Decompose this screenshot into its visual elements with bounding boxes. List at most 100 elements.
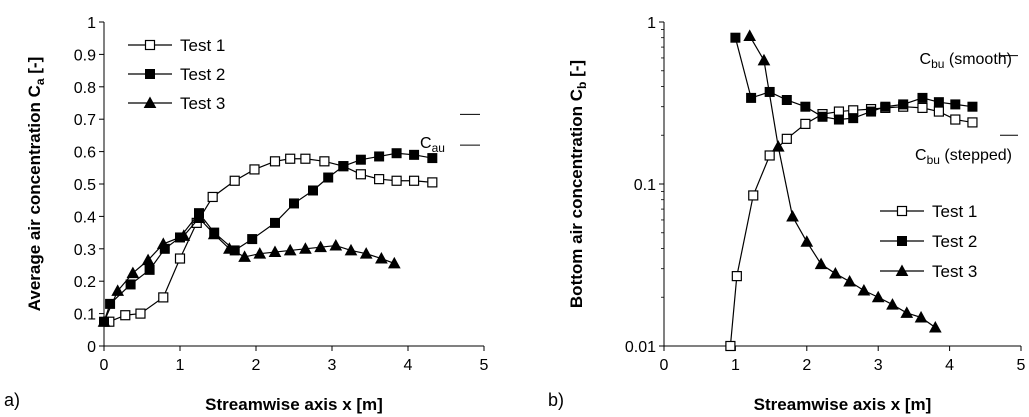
legend-marker [144, 39, 156, 51]
chart-panel-a: 0 1 2 3 4 5 0 0.1 0.2 0.3 0.4 0.5 0.6 0.7 0.8 0.9 1 Strea… [4, 15, 489, 414]
y-tick-label: 0.2 [74, 274, 96, 291]
data-point-series-3 [900, 306, 914, 318]
x-axis-title: Streamwise axis x [m] [205, 395, 383, 414]
data-point-series-3 [207, 227, 221, 240]
data-point-series-3 [914, 310, 928, 323]
data-point-series-1 [731, 271, 742, 282]
data-point-series-3 [771, 140, 785, 152]
data-point-series-2 [917, 92, 928, 103]
x-tick-label: 0 [100, 357, 109, 374]
data-point-series-1 [800, 118, 811, 129]
data-point-series-2 [817, 111, 828, 122]
legend-marker [895, 264, 909, 276]
data-point-series-2 [933, 97, 944, 108]
data-point-series-1 [135, 308, 146, 319]
y-axis-title-ylabel-main: Bottom air concentration C [567, 89, 586, 308]
data-point-series-1 [249, 164, 260, 175]
data-point-series-1 [781, 133, 792, 144]
data-point-series-1 [120, 310, 131, 321]
x-tick-label: 1 [731, 357, 740, 374]
data-point-series-3 [886, 298, 899, 310]
panel-label: a) [4, 390, 20, 410]
data-point-series-3 [314, 240, 327, 253]
legend-label: Test 3 [180, 94, 225, 113]
data-point-series-3 [871, 290, 885, 303]
y-tick-label: 0.1 [74, 307, 96, 324]
data-point-series-2 [308, 185, 318, 196]
y-tick-label: 0.9 [74, 47, 96, 64]
data-point-series-3 [375, 251, 388, 264]
y-axis-title-ylabel-sub: a [33, 78, 47, 85]
x-tick-label: 1 [176, 357, 185, 374]
data-point-series-2 [409, 149, 420, 160]
x-tick-label: 4 [945, 357, 954, 374]
data-point-series-1 [725, 340, 736, 352]
x-tick-label: 0 [660, 357, 669, 374]
data-point-series-1 [391, 175, 402, 186]
data-point-series-2 [289, 198, 299, 209]
legend-marker [145, 69, 155, 79]
data-point-series-2 [355, 154, 366, 165]
data-point-series-3 [814, 257, 828, 270]
data-point-series-2 [800, 101, 811, 112]
data-point-series-1 [427, 177, 438, 188]
series-line-3 [749, 35, 936, 329]
legend-marker [897, 236, 907, 246]
data-point-series-3 [329, 239, 343, 251]
reference-label-cau: Cau [420, 135, 445, 155]
data-point-series-2 [898, 99, 909, 110]
data-point-series-2 [323, 172, 334, 183]
y-tick-label: 0.1 [634, 177, 656, 194]
data-point-series-1 [158, 292, 169, 303]
y-tick-label: 1 [87, 15, 96, 32]
legend-label: Test 1 [932, 202, 977, 221]
data-point-series-2 [144, 264, 155, 275]
y-axis-title: Average air concentration Ca [-] [25, 57, 47, 312]
data-point-series-3 [126, 266, 140, 279]
x-axis-title: Streamwise axis x [m] [754, 395, 932, 414]
data-point-series-3 [299, 242, 312, 254]
data-point-series-2 [967, 101, 978, 112]
legend-label: Test 2 [180, 65, 225, 84]
data-point-series-2 [746, 92, 757, 103]
y-axis-title-ylabel-tail: [-] [25, 57, 44, 79]
data-point-series-2 [270, 217, 280, 228]
data-point-series-1 [764, 150, 775, 161]
data-point-series-1 [174, 253, 186, 264]
data-point-series-3 [253, 247, 267, 259]
chart-panel-b: 0 1 2 3 4 5 0.01 0.1 1 Streamwise axis x [m] Botto… [548, 15, 1026, 414]
data-point-series-3 [928, 321, 942, 333]
x-tick-label: 4 [404, 357, 413, 374]
data-point-series-3 [800, 235, 814, 247]
data-point-series-2 [247, 234, 258, 245]
data-point-series-1 [374, 174, 385, 185]
x-tick-label: 2 [252, 357, 261, 374]
y-tick-label: 0.3 [74, 242, 96, 259]
data-point-series-3 [344, 243, 358, 256]
y-tick-label: 0.6 [74, 145, 96, 162]
data-point-series-3 [786, 209, 799, 222]
data-point-series-3 [238, 250, 251, 262]
reference-label-stepped-tail: (stepped) [940, 147, 1012, 164]
y-tick-label: 0.4 [74, 209, 96, 226]
data-point-series-1 [967, 117, 978, 128]
reference-label-stepped: Cbu (stepped) [915, 147, 1012, 167]
data-point-series-1 [207, 191, 218, 203]
legend-label: Test 3 [932, 262, 977, 281]
data-point-series-3 [177, 229, 191, 241]
data-point-series-3 [757, 53, 771, 66]
data-point-series-3 [223, 242, 236, 254]
x-tick-label: 5 [480, 357, 489, 374]
data-point-series-2 [427, 153, 438, 164]
data-point-series-2 [866, 106, 877, 117]
y-tick-label: 1 [647, 15, 656, 32]
reference-label-stepped-main: C [915, 147, 927, 164]
reference-label-smooth: Cbu (smooth) [920, 51, 1013, 71]
data-point-series-1 [319, 156, 330, 167]
panel-label: b) [548, 390, 564, 410]
reference-label-cau-subscript: au [432, 141, 445, 155]
y-tick-label: 0 [87, 339, 96, 356]
data-point-series-1 [917, 102, 928, 113]
data-point-series-3 [268, 245, 282, 258]
y-axis-title-ylabel-main: Average air concentration C [25, 85, 44, 311]
